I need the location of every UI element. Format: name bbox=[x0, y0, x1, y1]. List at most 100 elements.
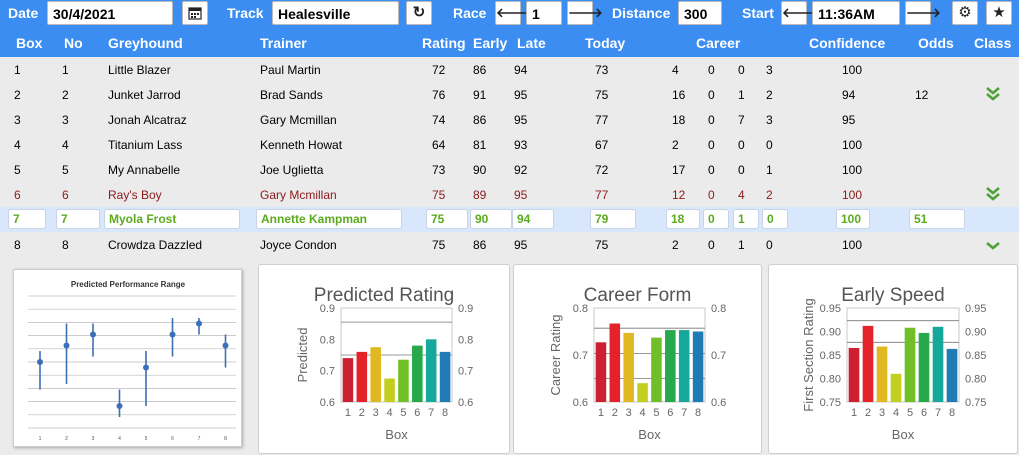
runner-table: 1 1 Little Blazer Paul Martin 72 86 94 73 4 0 0 3 10… bbox=[0, 57, 1019, 259]
start-prev-arrow-left-icon[interactable]: 🡐 bbox=[781, 1, 817, 25]
bar bbox=[692, 331, 704, 402]
cell-c4: 3 bbox=[766, 63, 773, 77]
y-tick-label: 0.90 bbox=[820, 327, 841, 339]
table-row[interactable]: 8 8 Crowdza Dazzled Joyce Condon 75 86 95 75 2 0 1… bbox=[0, 232, 1019, 257]
cell-late: 92 bbox=[514, 163, 528, 177]
bar bbox=[678, 330, 690, 402]
cell-rating: 76 bbox=[432, 88, 446, 102]
cell-trainer[interactable]: Annette Kampman bbox=[256, 209, 402, 229]
x-tick-label: 1 bbox=[598, 407, 604, 419]
refresh-icon[interactable]: ↻ bbox=[406, 1, 432, 25]
col-rating[interactable]: Rating bbox=[422, 35, 466, 51]
cell-late: 95 bbox=[514, 238, 528, 252]
cell-box[interactable]: 7 bbox=[8, 209, 46, 229]
col-late[interactable]: Late bbox=[517, 35, 546, 51]
cell-rating: 75 bbox=[432, 188, 446, 202]
cell-today[interactable]: 79 bbox=[590, 209, 636, 229]
bar bbox=[862, 325, 874, 402]
cell-c1: 17 bbox=[672, 163, 686, 177]
bar bbox=[637, 383, 648, 402]
bar bbox=[356, 351, 368, 402]
cell-c4[interactable]: 0 bbox=[762, 209, 788, 229]
bar bbox=[370, 347, 381, 402]
race-next-arrow-right-icon[interactable]: 🡒 bbox=[567, 1, 603, 25]
col-early[interactable]: Early bbox=[473, 35, 508, 51]
x-tick-label: 2 bbox=[612, 407, 618, 419]
table-row[interactable]: 5 5 My Annabelle Joe Uglietta 73 90 92 72 17 0 0 1 1… bbox=[0, 157, 1019, 182]
race-label: Race bbox=[453, 5, 487, 21]
cell-no[interactable]: 7 bbox=[56, 209, 100, 229]
bar bbox=[876, 346, 888, 402]
x-tick-label: 6 bbox=[414, 407, 420, 419]
x-tick-label: 5 bbox=[400, 407, 406, 419]
table-row[interactable]: 6 6 Ray's Boy Gary Mcmillan 75 89 95 77 12 0 4 2 100 bbox=[0, 182, 1019, 207]
predicted-rating-title: Predicted Rating bbox=[313, 285, 455, 306]
calendar-icon[interactable] bbox=[182, 1, 208, 25]
col-box[interactable]: Box bbox=[16, 35, 43, 51]
cell-rating: 75 bbox=[432, 238, 446, 252]
col-trainer[interactable]: Trainer bbox=[260, 35, 307, 51]
cell-c4: 0 bbox=[766, 238, 773, 252]
cell-no: 2 bbox=[62, 88, 69, 102]
col-today[interactable]: Today bbox=[585, 35, 626, 51]
cell-conf: 95 bbox=[842, 113, 856, 127]
cell-c3[interactable]: 1 bbox=[733, 209, 759, 229]
x-tick-label: 7 bbox=[198, 436, 201, 442]
cell-conf: 100 bbox=[842, 138, 863, 152]
x-tick-label: 3 bbox=[626, 407, 632, 419]
cell-c1[interactable]: 18 bbox=[666, 209, 700, 229]
cell-early[interactable]: 90 bbox=[470, 209, 512, 229]
cell-today: 67 bbox=[595, 138, 609, 152]
cell-name: Junket Jarrod bbox=[108, 88, 181, 102]
x-tick-label: 4 bbox=[118, 436, 121, 442]
cell-rating: 73 bbox=[432, 163, 446, 177]
y-axis-label: First Section Rating bbox=[801, 298, 816, 411]
race-field[interactable]: 1 bbox=[526, 1, 562, 25]
cell-odds[interactable]: 51 bbox=[909, 209, 965, 229]
cell-conf[interactable]: 100 bbox=[836, 209, 870, 229]
cell-trainer: Kenneth Howat bbox=[260, 138, 343, 152]
y2-tick-label: 0.6 bbox=[458, 397, 473, 409]
y-tick-label: 0.8 bbox=[573, 303, 588, 315]
col-no[interactable]: No bbox=[64, 35, 83, 51]
cell-c2: 0 bbox=[708, 113, 715, 127]
cell-box: 1 bbox=[14, 63, 21, 77]
cell-early: 89 bbox=[473, 188, 487, 202]
cell-rating[interactable]: 75 bbox=[426, 209, 468, 229]
table-row[interactable]: 2 2 Junket Jarrod Brad Sands 76 91 95 75 16 0 1 2 94… bbox=[0, 82, 1019, 107]
table-row[interactable]: 4 4 Titanium Lass Kenneth Howat 64 81 93 67 2 0 0 0… bbox=[0, 132, 1019, 157]
y2-tick-label: 0.8 bbox=[711, 303, 726, 315]
bar bbox=[651, 337, 662, 402]
y2-tick-label: 0.6 bbox=[711, 397, 726, 409]
cell-rating: 72 bbox=[432, 63, 446, 77]
table-row[interactable]: 1 1 Little Blazer Paul Martin 72 86 94 73 4 0 0 3 10… bbox=[0, 57, 1019, 82]
x-tick-label: 5 bbox=[653, 407, 659, 419]
track-label: Track bbox=[227, 5, 264, 21]
cell-name: My Annabelle bbox=[108, 163, 181, 177]
gear-icon[interactable]: ⚙ bbox=[952, 1, 978, 25]
start-next-arrow-right-icon[interactable]: 🡒 bbox=[905, 1, 941, 25]
star-icon[interactable]: ★ bbox=[986, 1, 1012, 25]
cell-name[interactable]: Myola Frost bbox=[104, 209, 240, 229]
cell-c2: 0 bbox=[708, 188, 715, 202]
x-tick-label: 6 bbox=[667, 407, 673, 419]
track-field[interactable]: Healesville bbox=[272, 1, 399, 25]
race-prev-arrow-left-icon[interactable]: 🡐 bbox=[495, 1, 531, 25]
cell-c3: 0 bbox=[738, 163, 745, 177]
col-confidence[interactable]: Confidence bbox=[809, 35, 886, 51]
y-tick-label: 0.75 bbox=[820, 397, 841, 409]
cell-today: 75 bbox=[595, 238, 609, 252]
table-row[interactable]: 7 7 Myola Frost Annette Kampman 75 90 94 79 18 0 1… bbox=[0, 207, 1019, 232]
early-speed-panel: Early Speed 0.75 0.75 0.80 0.80 0.85 0.85 0.90… bbox=[768, 264, 1018, 454]
distance-field[interactable]: 300 bbox=[678, 1, 722, 25]
bar bbox=[946, 348, 958, 402]
col-greyhound[interactable]: Greyhound bbox=[108, 35, 183, 51]
cell-late[interactable]: 94 bbox=[512, 209, 554, 229]
start-time-field[interactable]: 11:36AM bbox=[812, 1, 900, 25]
col-class[interactable]: Class bbox=[974, 35, 1012, 51]
table-row[interactable]: 3 3 Jonah Alcatraz Gary Mcmillan 74 86 95 77 18 0… bbox=[0, 107, 1019, 132]
col-odds[interactable]: Odds bbox=[918, 35, 954, 51]
cell-c2[interactable]: 0 bbox=[703, 209, 729, 229]
col-career[interactable]: Career bbox=[696, 35, 741, 51]
date-field[interactable]: 30/4/2021 bbox=[47, 1, 173, 25]
